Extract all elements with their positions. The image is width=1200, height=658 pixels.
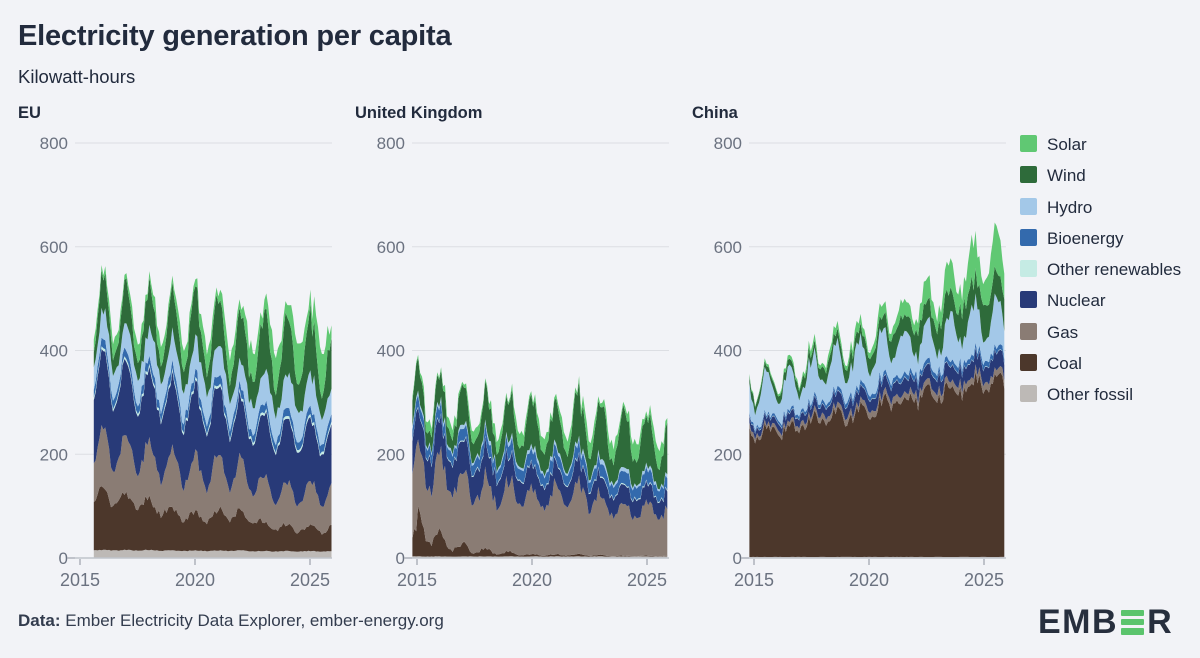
x-tick-label: 2020 (512, 570, 552, 590)
y-tick-label: 0 (59, 549, 68, 568)
area-gas (412, 439, 668, 557)
y-tick-label: 600 (377, 238, 405, 257)
ember-logo: EMB R (1038, 602, 1173, 642)
area-nuclear (749, 347, 1005, 440)
area-coal (93, 486, 332, 552)
area-hydro (749, 293, 1005, 432)
legend: Solar Wind Hydro Bioenergy Other renewables N… (1020, 134, 1190, 415)
x-tick-label: 2015 (734, 570, 774, 590)
area-coal (749, 371, 1005, 557)
y-tick-label: 0 (733, 549, 742, 568)
legend-swatch-nuclear (1020, 291, 1037, 309)
legend-item-label: Hydro (1047, 197, 1093, 217)
x-tick-label: 2015 (397, 570, 437, 590)
footer-data-label: Data: (18, 611, 61, 630)
legend-swatch-hydro (1020, 197, 1037, 215)
legend-item-label: Gas (1047, 322, 1079, 342)
legend-swatch-solar (1020, 135, 1037, 152)
chart-svg-eu: 0 200 400 600 800 2015 2020 2025 (40, 134, 332, 590)
y-tick-label: 600 (40, 238, 68, 257)
logo-bar (1121, 628, 1145, 635)
y-tick-label: 200 (377, 445, 405, 464)
area-gas (749, 364, 1005, 444)
panel-title-uk: United Kingdom (355, 104, 483, 122)
area-solar (93, 265, 332, 399)
area-hydro (93, 307, 332, 447)
area-other_renewables (412, 406, 668, 504)
x-tick-label: 2025 (964, 570, 1004, 590)
legend-swatch-bioenergy (1020, 228, 1037, 246)
legend-swatch-wind (1020, 166, 1037, 184)
x-tick-label: 2025 (290, 570, 330, 590)
y-tick-label: 800 (714, 134, 742, 153)
area-bioenergy (412, 395, 668, 503)
legend-item-solar: Solar (1020, 134, 1190, 155)
chart-panel-china: China 0 200 400 600 800 2015 2020 2025 (692, 100, 1032, 600)
chart-svg-china: 0 200 400 600 800 2015 2020 2025 (714, 134, 1006, 590)
logo-e-bars-icon (1121, 609, 1145, 635)
legend-item-wind: Wind (1020, 165, 1190, 186)
legend-item-other_fossil: Other fossil (1020, 384, 1190, 405)
x-tick-label: 2015 (60, 570, 100, 590)
chart-svg-uk: 0 200 400 600 800 2015 2020 2025 (377, 134, 669, 590)
page-title: Electricity generation per capita (18, 20, 452, 52)
panel-title-china: China (692, 104, 738, 122)
legend-item-other_renewables: Other renewables (1020, 259, 1190, 280)
legend-swatch-gas (1020, 322, 1037, 340)
y-tick-label: 600 (714, 238, 742, 257)
y-tick-label: 200 (40, 445, 68, 464)
area-coal (412, 506, 668, 557)
legend-item-label: Wind (1047, 166, 1086, 186)
area-wind (749, 266, 1005, 416)
chart-panel-eu: EU 0 200 400 600 800 2015 2020 2025 (18, 100, 358, 600)
legend-item-label: Other fossil (1047, 385, 1133, 404)
y-tick-label: 200 (714, 445, 742, 464)
logo-text-right: R (1147, 602, 1174, 641)
area-bioenergy (749, 342, 1005, 434)
y-tick-label: 0 (396, 549, 405, 568)
y-tick-label: 800 (40, 134, 68, 153)
logo-text-left: EMB (1038, 602, 1119, 641)
legend-item-label: Coal (1047, 353, 1082, 373)
x-tick-label: 2020 (849, 570, 889, 590)
area-wind (412, 357, 668, 490)
legend-item-bioenergy: Bioenergy (1020, 228, 1190, 249)
y-tick-label: 800 (377, 134, 405, 153)
x-tick-label: 2025 (627, 570, 667, 590)
footer-source: Data: Ember Electricity Data Explorer, e… (18, 611, 444, 631)
legend-swatch-other_renewables (1020, 260, 1037, 277)
logo-bar (1121, 618, 1145, 626)
legend-item-coal: Coal (1020, 353, 1190, 374)
legend-item-label: Bioenergy (1047, 228, 1124, 248)
area-nuclear (93, 348, 332, 507)
panel-title-eu: EU (18, 104, 41, 122)
footer-source-text: Ember Electricity Data Explorer, ember-e… (60, 611, 444, 630)
legend-item-gas: Gas (1020, 322, 1190, 343)
legend-item-label: Solar (1047, 135, 1087, 154)
y-tick-label: 400 (377, 342, 405, 361)
legend-swatch-coal (1020, 353, 1037, 371)
legend-swatch-other_fossil (1020, 385, 1037, 402)
logo-bar (1121, 609, 1145, 616)
area-wind (93, 269, 332, 421)
x-tick-label: 2020 (175, 570, 215, 590)
area-gas (93, 425, 332, 535)
area-other_fossil (93, 549, 332, 558)
legend-item-hydro: Hydro (1020, 197, 1190, 218)
chart-panel-uk: United Kingdom 0 200 400 600 800 2015 2020 2025 (355, 100, 695, 600)
page-subtitle: Kilowatt-hours (18, 66, 136, 87)
legend-item-label: Other renewables (1047, 260, 1182, 279)
area-bioenergy (93, 337, 332, 454)
legend-item-nuclear: Nuclear (1020, 290, 1190, 311)
y-tick-label: 400 (714, 342, 742, 361)
area-nuclear (412, 407, 668, 521)
y-tick-label: 400 (40, 342, 68, 361)
legend-item-label: Nuclear (1047, 291, 1106, 311)
